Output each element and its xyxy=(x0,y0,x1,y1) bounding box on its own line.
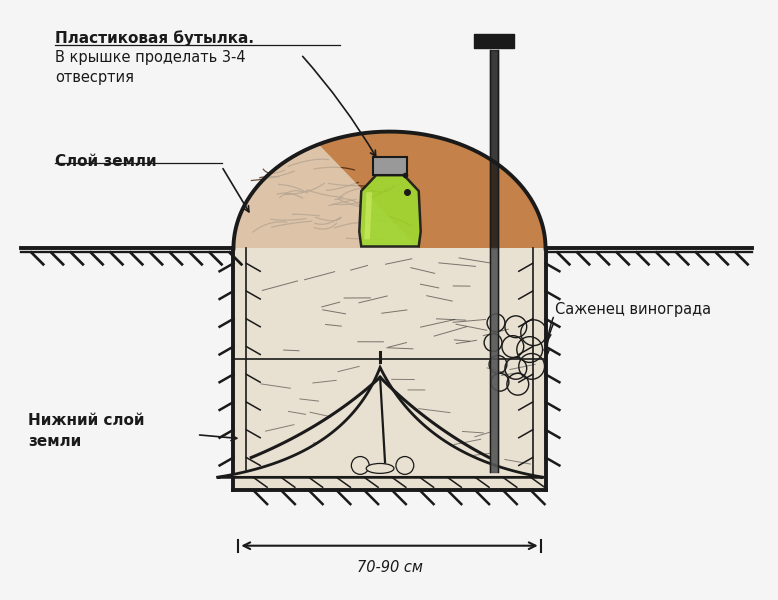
Polygon shape xyxy=(373,157,407,175)
Polygon shape xyxy=(359,175,421,247)
Text: Слой земли: Слой земли xyxy=(55,154,156,169)
Text: отвесртия: отвесртия xyxy=(55,70,134,85)
Text: земли: земли xyxy=(28,434,82,449)
Polygon shape xyxy=(233,131,545,248)
Ellipse shape xyxy=(366,463,394,473)
Text: 70-90 см: 70-90 см xyxy=(356,560,422,575)
Polygon shape xyxy=(216,367,544,478)
Text: Нижний слой: Нижний слой xyxy=(28,413,145,428)
Polygon shape xyxy=(233,248,545,490)
Text: В крышке проделать 3-4: В крышке проделать 3-4 xyxy=(55,50,246,65)
Text: Саженец винограда: Саженец винограда xyxy=(555,302,712,317)
Polygon shape xyxy=(233,145,419,248)
Text: Пластиковая бутылка.: Пластиковая бутылка. xyxy=(55,31,254,46)
